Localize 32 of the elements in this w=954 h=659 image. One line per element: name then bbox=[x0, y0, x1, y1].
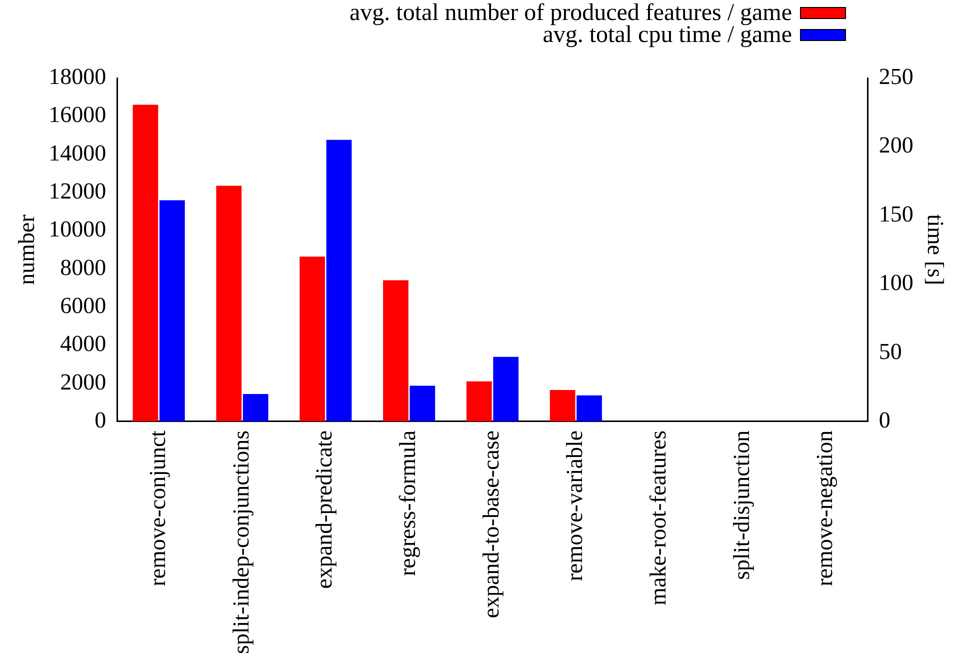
y-tick-label: 8000 bbox=[60, 254, 106, 280]
x-tick-label: remove-conjunct bbox=[144, 430, 170, 586]
y-tick-label: 16000 bbox=[48, 102, 106, 128]
x-tick-label: split-indep-conjunctions bbox=[228, 430, 254, 654]
y2-tick-label: 200 bbox=[878, 132, 914, 158]
y2-tick-label: 0 bbox=[878, 407, 890, 432]
x-tick-label: remove-variable bbox=[562, 430, 587, 582]
x-tick-label: split-disjunction bbox=[728, 430, 754, 580]
y-tick-label: 2000 bbox=[60, 369, 106, 394]
bar bbox=[216, 186, 242, 422]
y-tick-label: 12000 bbox=[48, 178, 106, 204]
x-tick-label: regress-formula bbox=[395, 430, 420, 576]
x-tick-label: expand-predicate bbox=[312, 430, 337, 589]
y2-tick-label: 150 bbox=[878, 201, 914, 226]
y-tick-label: 18000 bbox=[48, 64, 106, 90]
bar bbox=[383, 280, 408, 422]
y-tick-label: 4000 bbox=[60, 331, 106, 356]
y-tick-label: 6000 bbox=[60, 292, 106, 318]
y-tick-label: 10000 bbox=[48, 216, 106, 242]
y-tick-label: 0 bbox=[94, 407, 106, 432]
y-tick-label: 14000 bbox=[48, 140, 106, 166]
x-tick-label: expand-to-base-case bbox=[478, 430, 504, 618]
y2-tick-label: 100 bbox=[878, 270, 914, 296]
y2-axis-title: time [s] bbox=[923, 214, 948, 286]
y-axis-title: number bbox=[14, 214, 39, 285]
y2-tick-label: 50 bbox=[878, 338, 902, 364]
x-tick-label: make-root-features bbox=[645, 430, 670, 606]
x-tick-label: remove-negation bbox=[812, 430, 838, 586]
legend-label: avg. total number of produced features / game bbox=[350, 0, 792, 26]
y2-tick-label: 250 bbox=[878, 64, 914, 90]
bar bbox=[242, 394, 268, 422]
bar bbox=[410, 386, 436, 422]
